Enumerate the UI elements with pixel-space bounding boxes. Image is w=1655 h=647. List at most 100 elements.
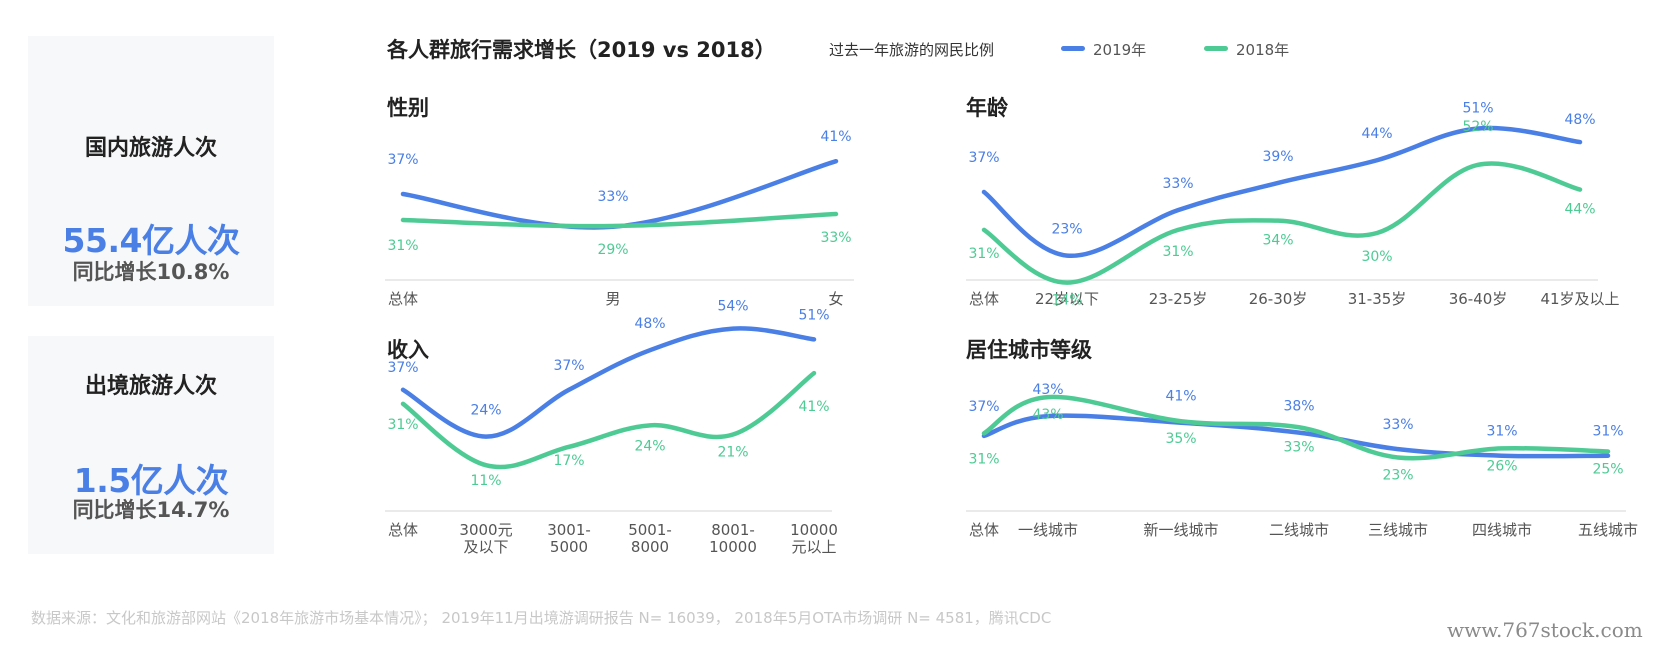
legend-text-2018: 2018年 bbox=[1236, 41, 1290, 59]
data-label-2-0-5: 51% bbox=[798, 307, 829, 323]
data-label-1-0-2: 33% bbox=[1162, 176, 1193, 192]
legend-swatch-2019 bbox=[1061, 46, 1085, 51]
data-label-3-0-5: 31% bbox=[1486, 424, 1517, 440]
tick-label-1-4: 31-35岁 bbox=[1348, 290, 1407, 308]
data-label-1-0-0: 37% bbox=[968, 150, 999, 166]
data-label-2-1-2: 17% bbox=[553, 453, 584, 469]
data-label-2-0-4: 54% bbox=[717, 299, 748, 315]
data-label-3-0-3: 38% bbox=[1283, 399, 1314, 415]
tick-label-3-0: 总体 bbox=[969, 521, 999, 539]
watermark: www.767stock.com bbox=[1447, 618, 1643, 642]
data-label-1-1-5: 52% bbox=[1462, 119, 1493, 135]
domestic-card-title: 国内旅游人次 bbox=[84, 136, 217, 161]
tick-label-1-3: 26-30岁 bbox=[1249, 290, 1308, 308]
panel-title-3: 居住城市等级 bbox=[966, 338, 1092, 362]
data-label-3-1-6: 25% bbox=[1592, 461, 1623, 477]
data-label-3-0-0: 37% bbox=[968, 399, 999, 415]
data-label-1-1-3: 34% bbox=[1262, 233, 1293, 249]
series-line-2-1 bbox=[400, 370, 817, 470]
tick-label-1-1: 22岁以下 bbox=[1035, 290, 1099, 308]
data-label-1-1-4: 30% bbox=[1361, 249, 1392, 265]
tick-label-2-5: 元以上 bbox=[791, 538, 836, 556]
data-label-0-0-0: 37% bbox=[387, 152, 418, 168]
data-label-1-0-3: 39% bbox=[1262, 149, 1293, 165]
tick-label-2-2: 3001- bbox=[547, 521, 591, 539]
tick-label-0-1: 男 bbox=[605, 290, 620, 308]
tick-label-2-2: 5000 bbox=[550, 538, 588, 556]
tick-label-2-1: 3000元 bbox=[459, 521, 512, 539]
data-label-2-0-0: 37% bbox=[387, 360, 418, 376]
legend-swatch-2018 bbox=[1204, 46, 1228, 51]
data-label-3-1-0: 31% bbox=[968, 451, 999, 467]
source-note: 数据来源：文化和旅游部网站《2018年旅游市场基本情况》； 2019年11月出境… bbox=[31, 609, 1052, 627]
data-label-1-1-6: 44% bbox=[1564, 202, 1595, 218]
outbound-travel-card: 出境旅游人次 1.5亿人次 同比增长14.7% bbox=[28, 336, 274, 554]
data-label-1-0-6: 48% bbox=[1564, 112, 1595, 128]
data-label-2-0-2: 37% bbox=[553, 358, 584, 374]
data-label-1-1-0: 31% bbox=[968, 246, 999, 262]
domestic-card-value: 55.4亿人次 bbox=[62, 221, 240, 260]
tick-label-2-4: 10000 bbox=[709, 538, 757, 556]
data-label-0-0-1: 33% bbox=[597, 189, 628, 205]
data-label-2-1-5: 41% bbox=[798, 399, 829, 415]
series-line-2-0 bbox=[400, 326, 817, 439]
tick-label-1-6: 41岁及以上 bbox=[1540, 290, 1619, 308]
data-label-2-1-4: 21% bbox=[717, 445, 748, 461]
data-label-3-1-2: 35% bbox=[1165, 431, 1196, 447]
panel-title-0: 性别 bbox=[387, 96, 429, 120]
data-label-0-1-2: 33% bbox=[820, 230, 851, 246]
data-label-1-0-4: 44% bbox=[1361, 126, 1392, 142]
panel-title-1: 年龄 bbox=[966, 96, 1009, 120]
data-label-1-1-1: 14% bbox=[1051, 293, 1082, 309]
tick-label-3-3: 二线城市 bbox=[1269, 521, 1329, 539]
tick-label-2-4: 8001- bbox=[711, 521, 755, 539]
data-label-3-1-3: 33% bbox=[1283, 439, 1314, 455]
data-label-3-0-6: 31% bbox=[1592, 424, 1623, 440]
tick-label-2-0: 总体 bbox=[388, 521, 418, 539]
data-label-3-0-4: 33% bbox=[1382, 417, 1413, 433]
data-label-3-1-5: 26% bbox=[1486, 458, 1517, 474]
legend-item-2019: 2019年 bbox=[1061, 39, 1146, 60]
main-chart-title: 各人群旅行需求增长（2019 vs 2018） bbox=[387, 38, 776, 62]
legend-item-2018: 2018年 bbox=[1204, 39, 1289, 60]
tick-label-2-3: 8000 bbox=[631, 538, 669, 556]
domestic-travel-card: 国内旅游人次 55.4亿人次 同比增长10.8% bbox=[28, 36, 274, 306]
data-label-2-0-3: 48% bbox=[634, 316, 665, 332]
data-label-1-0-5: 51% bbox=[1462, 100, 1493, 116]
data-label-0-0-2: 41% bbox=[820, 129, 851, 145]
data-label-2-1-3: 24% bbox=[634, 438, 665, 454]
data-label-3-0-1: 43% bbox=[1032, 382, 1063, 398]
data-label-0-1-1: 29% bbox=[597, 242, 628, 258]
data-label-0-1-0: 31% bbox=[387, 238, 418, 254]
panel-title-2: 收入 bbox=[387, 338, 429, 362]
tick-label-0-0: 总体 bbox=[388, 290, 418, 308]
tick-label-1-5: 36-40岁 bbox=[1449, 290, 1508, 308]
tick-label-0-2: 女 bbox=[828, 290, 843, 308]
data-label-1-1-2: 31% bbox=[1162, 244, 1193, 260]
legend-label: 过去一年旅游的网民比例 bbox=[829, 41, 995, 59]
tick-label-3-6: 五线城市 bbox=[1578, 521, 1638, 539]
data-label-2-0-1: 24% bbox=[470, 403, 501, 419]
domestic-card-growth: 同比增长10.8% bbox=[72, 260, 230, 284]
data-label-2-1-1: 11% bbox=[470, 473, 501, 489]
tick-label-3-5: 四线城市 bbox=[1472, 521, 1532, 539]
tick-label-3-1: 一线城市 bbox=[1018, 521, 1078, 539]
data-label-3-1-1: 43% bbox=[1032, 407, 1063, 423]
outbound-card-title: 出境旅游人次 bbox=[84, 374, 217, 399]
tick-label-1-2: 23-25岁 bbox=[1149, 290, 1208, 308]
data-label-3-1-4: 23% bbox=[1382, 467, 1413, 483]
tick-label-3-4: 三线城市 bbox=[1368, 521, 1428, 539]
legend-text-2019: 2019年 bbox=[1093, 41, 1147, 59]
tick-label-2-1: 及以下 bbox=[463, 538, 508, 556]
outbound-card-value: 1.5亿人次 bbox=[73, 461, 229, 500]
data-label-2-1-0: 31% bbox=[387, 417, 418, 433]
outbound-card-growth: 同比增长14.7% bbox=[72, 498, 230, 522]
tick-label-2-5: 10000 bbox=[790, 521, 838, 539]
tick-label-2-3: 5001- bbox=[628, 521, 672, 539]
data-label-3-0-2: 41% bbox=[1165, 389, 1196, 405]
tick-label-3-2: 新一线城市 bbox=[1143, 521, 1218, 539]
data-label-1-0-1: 23% bbox=[1051, 222, 1082, 238]
tick-label-1-0: 总体 bbox=[969, 290, 999, 308]
series-line-0-1 bbox=[400, 211, 839, 229]
